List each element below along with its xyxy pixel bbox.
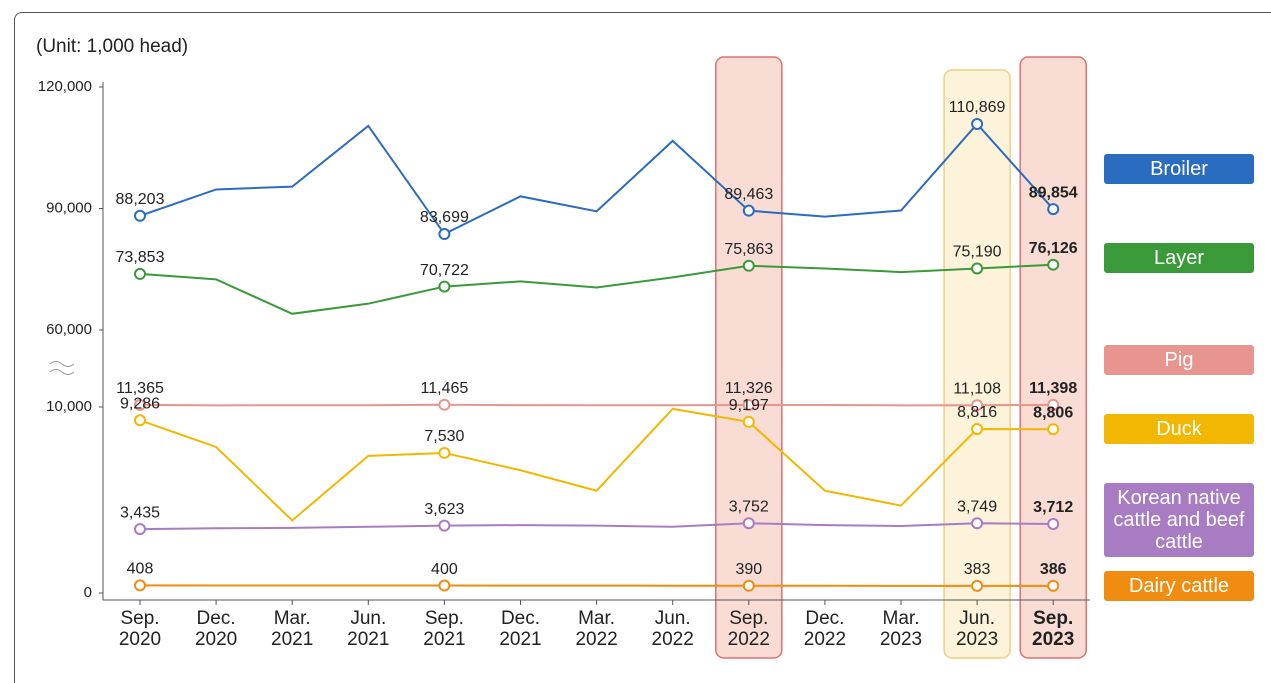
value-label: 9,197: [729, 397, 769, 414]
point-marker: [135, 524, 145, 534]
value-label: 400: [431, 561, 458, 578]
point-marker: [972, 424, 982, 434]
legend-item: Layer: [1104, 243, 1254, 273]
x-tick-label: Jun. 2022: [638, 608, 708, 650]
x-tick-label: Jun. 2021: [333, 608, 403, 650]
value-label: 3,623: [424, 501, 464, 518]
series-line: [140, 265, 1053, 314]
x-tick-label: Mar. 2022: [562, 608, 632, 650]
x-tick-label: Sep. 2022: [714, 608, 784, 650]
point-marker: [135, 269, 145, 279]
value-label: 75,190: [953, 244, 1002, 261]
x-tick-label: Dec. 2022: [790, 608, 860, 650]
value-label: 383: [964, 561, 991, 578]
unit-label: (Unit: 1,000 head): [36, 36, 188, 58]
value-label: 8,806: [1033, 404, 1073, 421]
point-marker: [439, 400, 449, 410]
point-marker: [439, 581, 449, 591]
value-label: 70,722: [420, 262, 469, 279]
value-label: 75,863: [724, 241, 773, 258]
value-label: 11,108: [953, 381, 1001, 398]
axis-break-symbol: [50, 362, 74, 375]
point-marker: [972, 518, 982, 528]
x-tick-label: Mar. 2021: [257, 608, 327, 650]
value-label: 3,435: [120, 504, 160, 521]
point-marker: [439, 229, 449, 239]
value-label: 390: [735, 561, 762, 578]
chart: 0 10,000 60,000 90,000 120,000 88,203 83,699 89…: [0, 0, 1271, 683]
value-label: 8,816: [957, 404, 997, 421]
value-label: 3,752: [729, 498, 769, 515]
value-label: 3,712: [1033, 499, 1073, 516]
point-marker: [135, 415, 145, 425]
x-tick-label: Sep. 2021: [409, 608, 479, 650]
page: 0 10,000 60,000 90,000 120,000 88,203 83,699 89…: [0, 0, 1271, 683]
point-marker: [972, 581, 982, 591]
y-tick-label: 0: [84, 584, 92, 601]
value-label: 11,326: [725, 380, 773, 397]
value-label: 408: [127, 561, 154, 578]
value-label: 11,398: [1029, 380, 1077, 397]
point-marker: [1048, 204, 1058, 214]
x-tick-label: Jun. 2023: [942, 608, 1012, 650]
point-marker: [439, 448, 449, 458]
series-line: [140, 405, 1053, 406]
value-label: 110,869: [949, 99, 1006, 116]
point-marker: [744, 261, 754, 271]
y-tick-label: 10,000: [46, 398, 92, 415]
series-line: [140, 124, 1053, 234]
legend-item: Pig: [1104, 345, 1254, 375]
value-label: 73,853: [116, 249, 165, 266]
point-marker: [135, 211, 145, 221]
value-label: 11,465: [421, 380, 469, 397]
value-label: 3,749: [957, 498, 997, 515]
value-label: 89,854: [1029, 184, 1078, 201]
y-tick-label: 120,000: [38, 78, 92, 95]
value-label: 76,126: [1029, 240, 1078, 257]
x-tick-label: Dec. 2021: [486, 608, 556, 650]
legend-item: Duck: [1104, 414, 1254, 444]
point-marker: [972, 119, 982, 129]
point-marker: [744, 206, 754, 216]
x-tick-label: Dec. 2020: [181, 608, 251, 650]
value-label: 89,463: [724, 186, 773, 203]
point-marker: [1048, 424, 1058, 434]
y-tick-label: 90,000: [46, 199, 92, 216]
point-marker: [439, 521, 449, 531]
value-label: 9,286: [120, 395, 160, 412]
y-tick-label: 60,000: [46, 321, 92, 338]
point-marker: [1048, 260, 1058, 270]
series-line: [140, 409, 1053, 521]
point-marker: [744, 581, 754, 591]
point-marker: [744, 417, 754, 427]
point-marker: [744, 518, 754, 528]
legend-item: Broiler: [1104, 154, 1254, 184]
point-marker: [439, 282, 449, 292]
point-marker: [972, 263, 982, 273]
value-label: 88,203: [116, 191, 165, 208]
legend-item: Korean native cattle and beef cattle: [1104, 483, 1254, 557]
legend-item: Dairy cattle: [1104, 571, 1254, 601]
point-marker: [1048, 581, 1058, 591]
x-tick-label: Sep. 2023: [1018, 608, 1088, 650]
series-line: [140, 523, 1053, 529]
value-label: 83,699: [420, 209, 469, 226]
point-marker: [135, 580, 145, 590]
value-label: 386: [1040, 561, 1067, 578]
x-tick-label: Sep. 2020: [105, 608, 175, 650]
x-tick-label: Mar. 2023: [866, 608, 936, 650]
point-marker: [1048, 519, 1058, 529]
value-label: 7,530: [424, 428, 464, 445]
